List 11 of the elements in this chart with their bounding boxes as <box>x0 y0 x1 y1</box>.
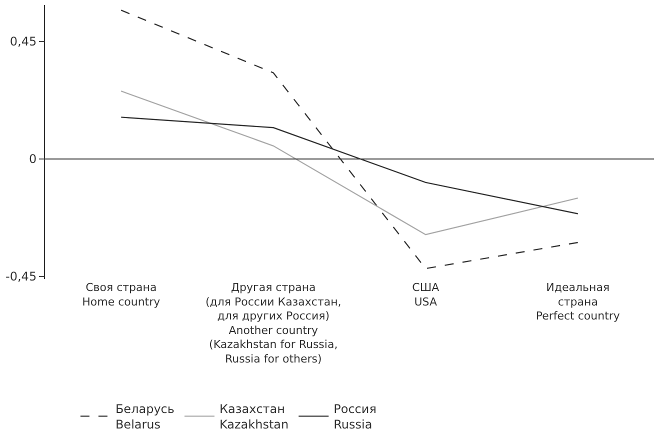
y-tick-label: 0 <box>28 152 37 166</box>
x-tick-label: Идеальная страна Perfect country <box>536 281 620 323</box>
x-tick-label: Другая страна (для России Казахстан, для других Россия) Another country (Kazakhstan for Russia, Russia for others) <box>205 281 342 366</box>
legend-label: Беларусь Belarus <box>115 402 174 432</box>
legend-label: Россия Russia <box>334 402 376 432</box>
y-tick-label: 0,45 <box>10 34 37 49</box>
x-tick-label: США USA <box>412 281 440 308</box>
y-tick-label: -0,45 <box>6 270 37 284</box>
legend-label: Казахстан Kazakhstan <box>219 402 289 432</box>
x-tick-label: Своя страна Home country <box>82 281 161 308</box>
line-series <box>120 90 578 236</box>
